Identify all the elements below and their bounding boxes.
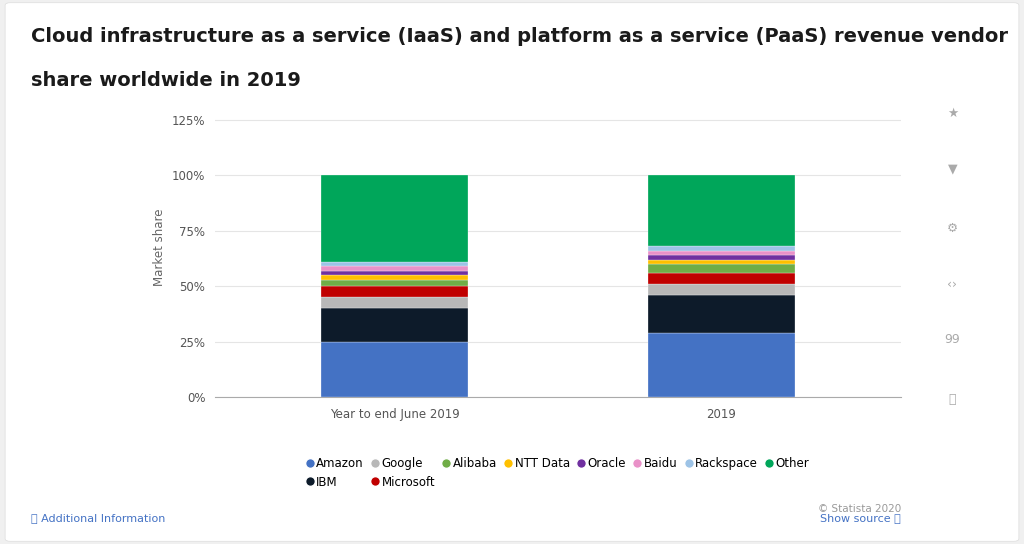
Bar xyxy=(322,262,468,267)
Bar xyxy=(648,333,795,397)
Text: ⚙: ⚙ xyxy=(947,222,957,235)
Bar xyxy=(322,342,468,397)
Bar xyxy=(322,275,468,280)
Bar xyxy=(322,267,468,271)
Bar xyxy=(648,176,795,246)
Bar xyxy=(648,284,795,295)
Text: ▼: ▼ xyxy=(947,163,957,176)
Text: Cloud infrastructure as a service (IaaS) and platform as a service (PaaS) revenu: Cloud infrastructure as a service (IaaS)… xyxy=(31,27,1008,46)
Bar xyxy=(322,271,468,275)
FancyBboxPatch shape xyxy=(5,3,1019,541)
Text: ★: ★ xyxy=(947,107,957,120)
Text: 99: 99 xyxy=(944,333,961,346)
Text: ‹›: ‹› xyxy=(947,277,957,290)
Bar xyxy=(648,264,795,273)
Text: share worldwide in 2019: share worldwide in 2019 xyxy=(31,71,301,90)
Bar xyxy=(648,251,795,255)
Bar xyxy=(322,298,468,308)
Legend: Amazon, IBM, Google, Microsoft, Alibaba, NTT Data, Oracle, Baidu, Rackspace, Oth: Amazon, IBM, Google, Microsoft, Alibaba,… xyxy=(306,457,810,489)
Bar xyxy=(322,176,468,262)
Y-axis label: Market share: Market share xyxy=(154,209,166,286)
Text: ⓘ Additional Information: ⓘ Additional Information xyxy=(31,514,165,523)
Text: ⎘: ⎘ xyxy=(948,393,956,406)
Bar xyxy=(648,255,795,259)
Bar xyxy=(648,273,795,284)
Text: © Statista 2020: © Statista 2020 xyxy=(818,504,901,514)
Bar xyxy=(648,259,795,264)
Text: Show source ⓘ: Show source ⓘ xyxy=(820,514,901,523)
Bar xyxy=(322,308,468,342)
Bar xyxy=(322,286,468,298)
Bar xyxy=(322,280,468,286)
Bar xyxy=(648,246,795,251)
Bar xyxy=(648,295,795,333)
